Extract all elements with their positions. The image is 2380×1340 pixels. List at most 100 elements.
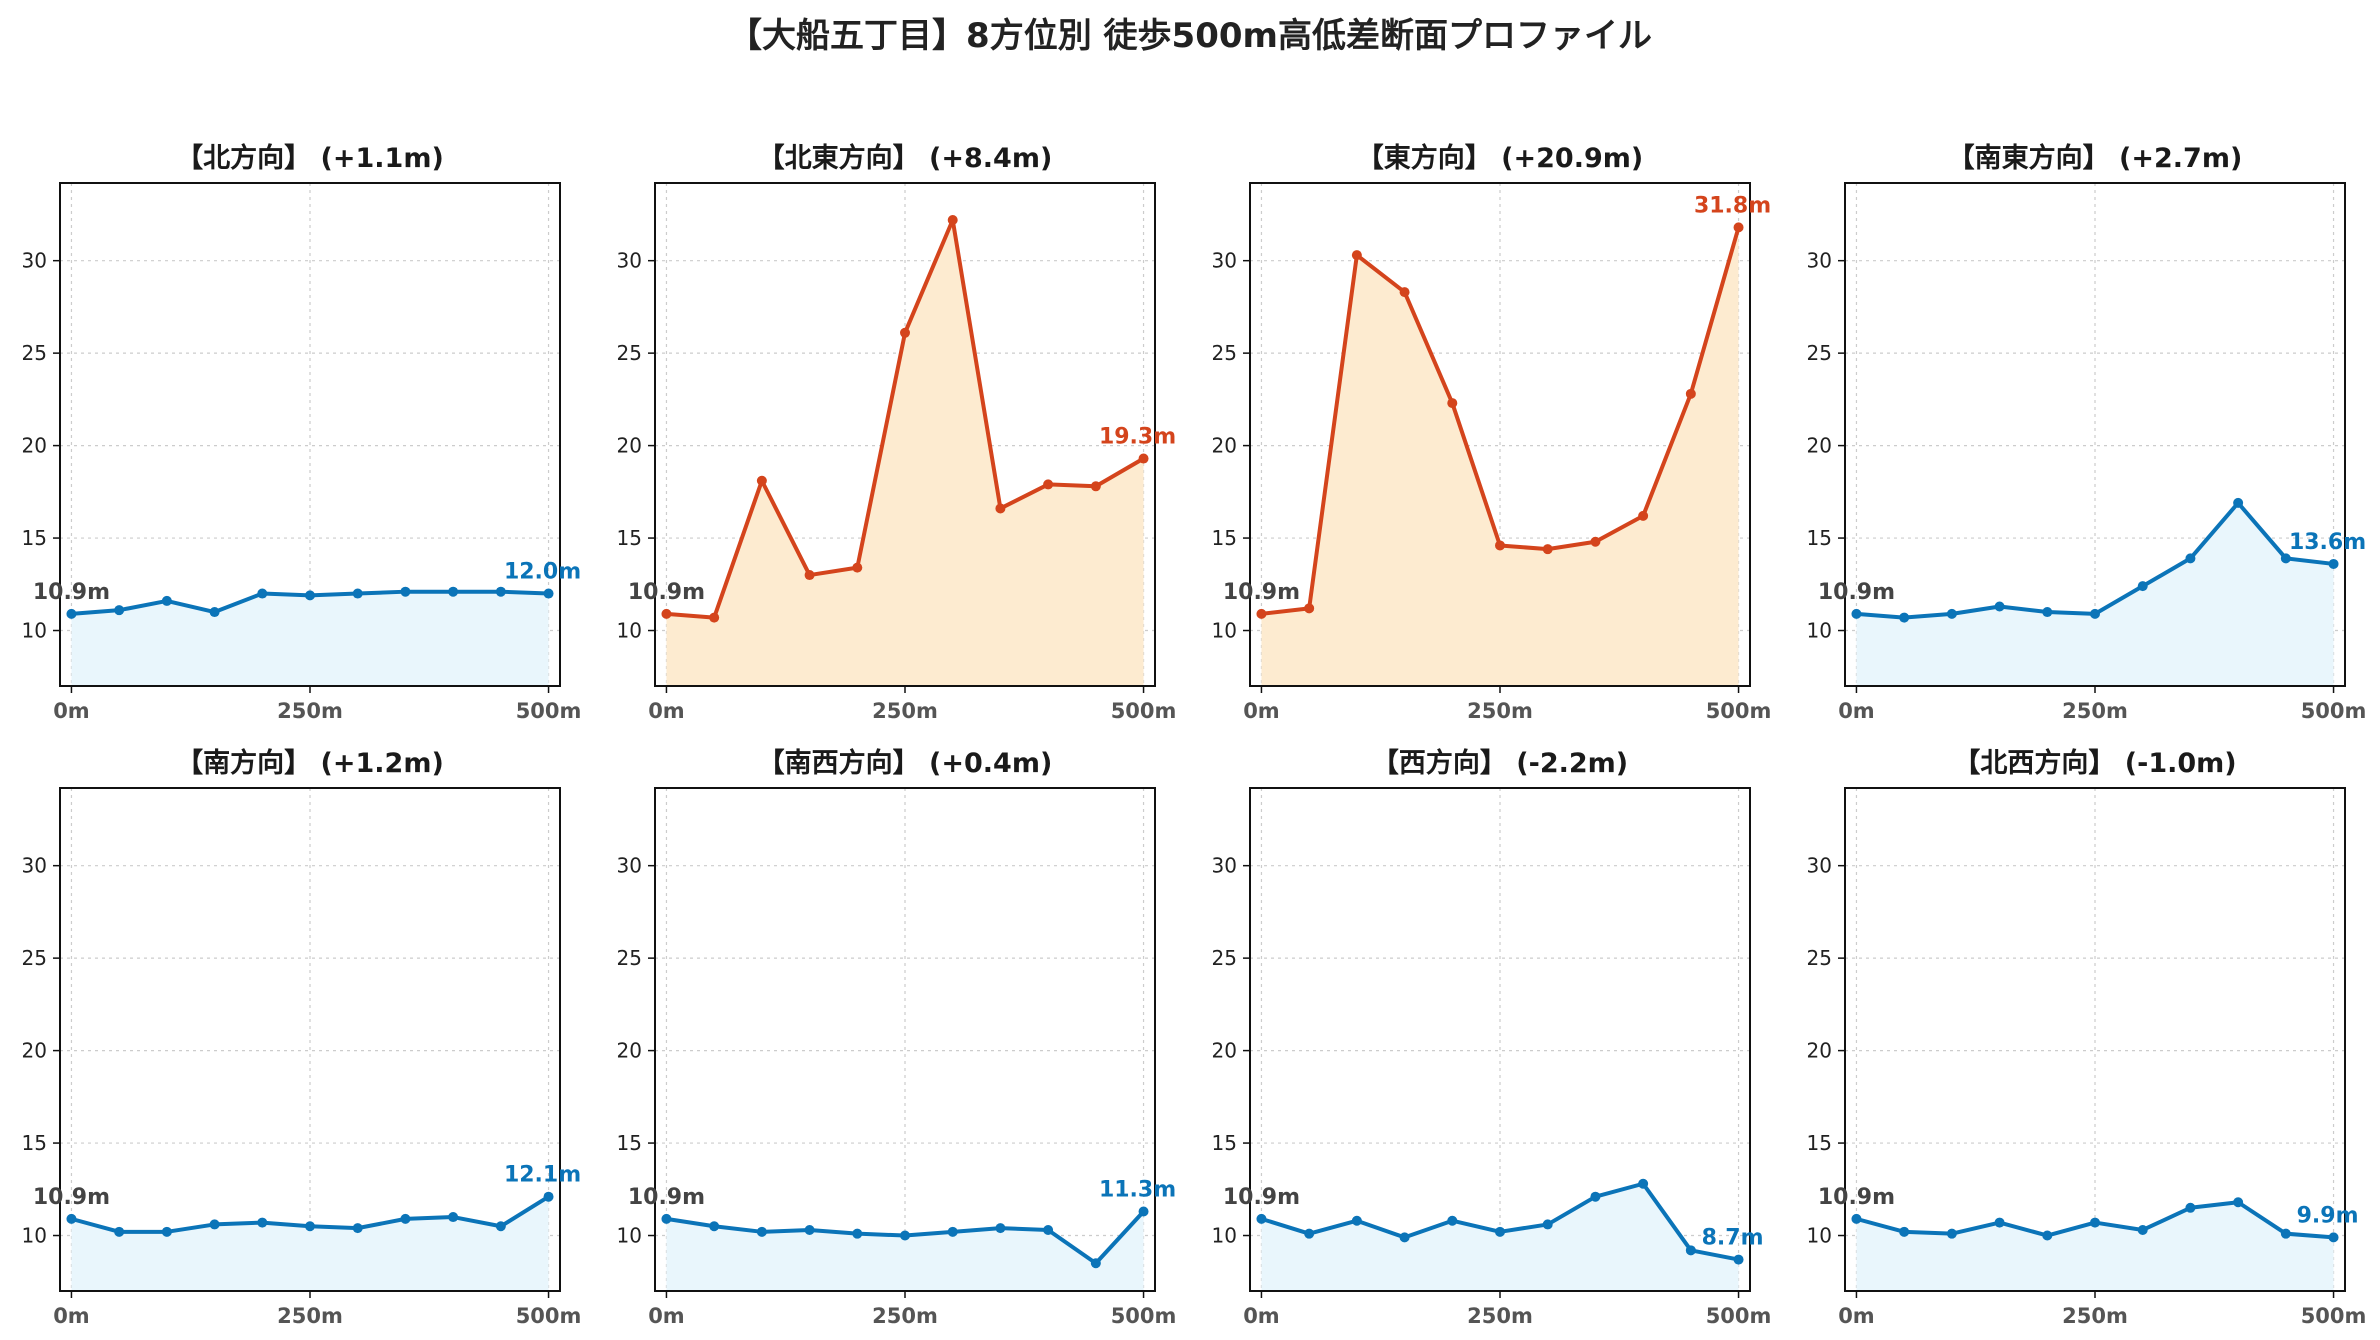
data-point	[2185, 553, 2196, 564]
y-tick-label: 10	[1212, 1224, 1237, 1248]
data-point	[543, 1191, 554, 1202]
data-point	[900, 327, 910, 338]
start-label: 10.9m	[33, 1185, 110, 1210]
data-point	[2137, 581, 2148, 592]
y-tick-label: 25	[617, 341, 642, 365]
panel-title: 【北東方向】 (+8.4m)	[758, 142, 1053, 174]
data-point	[1590, 536, 1601, 547]
data-point	[947, 1226, 958, 1237]
start-label: 10.9m	[1818, 1185, 1895, 1210]
data-point	[1994, 601, 2005, 612]
panel-7: 10 15 20 25 30 0m 250m 500m 【北西方向】 (-1.0m) 10.9m 9…	[1807, 747, 2367, 1328]
data-point	[1043, 1224, 1054, 1235]
x-tick-label: 500m	[1111, 699, 1177, 723]
x-tick-label: 250m	[1467, 1304, 1533, 1328]
end-label: 12.0m	[504, 560, 581, 585]
start-label: 10.9m	[1223, 580, 1300, 605]
panel-0: 10 15 20 25 30 0m 250m 500m 【北方向】 (+1.1m) 10.9m 12…	[22, 142, 582, 723]
data-point	[543, 588, 554, 599]
y-tick-label: 25	[1807, 946, 1832, 970]
data-point	[1043, 479, 1054, 490]
x-tick-label: 250m	[277, 699, 343, 723]
y-tick-label: 20	[1212, 1039, 1237, 1063]
data-point	[257, 1217, 268, 1228]
data-point	[400, 1213, 411, 1224]
data-point	[1304, 1228, 1315, 1239]
profile-area	[1261, 1183, 1739, 1291]
data-point	[995, 503, 1006, 514]
data-point	[305, 1221, 315, 1232]
data-point	[1495, 1226, 1505, 1237]
x-tick-label: 0m	[1838, 1304, 1875, 1328]
y-tick-label: 10	[617, 1224, 642, 1248]
y-tick-label: 30	[1807, 249, 1832, 273]
data-point	[114, 1226, 125, 1237]
y-tick-label: 20	[22, 434, 47, 458]
profile-area	[71, 1196, 549, 1291]
y-tick-label: 10	[22, 619, 47, 643]
data-point	[2280, 553, 2291, 564]
data-point	[495, 1221, 506, 1232]
end-label: 12.1m	[504, 1163, 581, 1188]
y-tick-label: 15	[617, 1131, 642, 1155]
data-point	[1399, 287, 1410, 298]
panel-title: 【北西方向】 (-1.0m)	[1953, 747, 2236, 779]
data-point	[1447, 398, 1458, 409]
y-tick-label: 20	[1807, 434, 1832, 458]
end-label: 13.6m	[2289, 530, 2366, 555]
y-tick-label: 25	[22, 946, 47, 970]
data-point	[1685, 388, 1696, 399]
data-point	[1495, 540, 1505, 551]
y-tick-label: 15	[1807, 1131, 1832, 1155]
data-point	[2233, 497, 2244, 508]
y-tick-label: 25	[1807, 341, 1832, 365]
data-point	[756, 475, 767, 486]
panel-title: 【西方向】 (-2.2m)	[1372, 747, 1628, 779]
data-point	[448, 1212, 459, 1223]
data-point	[2233, 1197, 2244, 1208]
data-point	[66, 608, 77, 619]
data-point	[1138, 453, 1149, 464]
data-point	[1256, 608, 1267, 619]
data-point	[2090, 608, 2100, 619]
end-label: 31.8m	[1694, 193, 1771, 218]
panel-1: 10 15 20 25 30 0m 250m 500m 【北東方向】 (+8.4m) 10.9m 1…	[617, 142, 1177, 723]
data-point	[1638, 510, 1649, 521]
end-label: 19.3m	[1099, 425, 1176, 450]
x-tick-label: 250m	[2062, 1304, 2128, 1328]
panel-2: 10 15 20 25 30 0m 250m 500m 【東方向】 (+20.9m) 10.9m 3…	[1212, 142, 1772, 723]
y-tick-label: 15	[22, 526, 47, 550]
profile-area	[71, 591, 549, 686]
start-label: 10.9m	[1818, 580, 1895, 605]
profile-area	[1856, 502, 2334, 686]
data-point	[305, 590, 315, 601]
panel-4: 10 15 20 25 30 0m 250m 500m 【南方向】 (+1.2m) 10.9m 12…	[22, 747, 582, 1328]
x-tick-label: 500m	[516, 699, 582, 723]
y-tick-label: 20	[22, 1039, 47, 1063]
data-point	[709, 612, 720, 623]
x-tick-label: 0m	[648, 699, 685, 723]
x-tick-label: 250m	[1467, 699, 1533, 723]
y-tick-label: 20	[617, 1039, 642, 1063]
y-tick-label: 25	[22, 341, 47, 365]
data-point	[1090, 481, 1101, 492]
data-point	[209, 1219, 220, 1230]
x-tick-label: 500m	[1706, 1304, 1772, 1328]
y-tick-label: 25	[1212, 946, 1237, 970]
x-tick-label: 500m	[1706, 699, 1772, 723]
x-tick-label: 0m	[1243, 1304, 1280, 1328]
y-tick-label: 30	[617, 249, 642, 273]
data-point	[1946, 1228, 1957, 1239]
data-point	[161, 595, 172, 606]
data-point	[257, 588, 268, 599]
x-tick-label: 0m	[53, 699, 90, 723]
data-point	[804, 1224, 815, 1235]
panel-5: 10 15 20 25 30 0m 250m 500m 【南西方向】 (+0.4m) 10.9m 1…	[617, 747, 1177, 1328]
x-tick-label: 500m	[2301, 699, 2367, 723]
data-point	[709, 1221, 720, 1232]
y-tick-label: 10	[1212, 619, 1237, 643]
x-tick-label: 250m	[872, 699, 938, 723]
panel-3: 10 15 20 25 30 0m 250m 500m 【南東方向】 (+2.7m) 10.9m 1…	[1807, 142, 2367, 723]
data-point	[1590, 1191, 1601, 1202]
